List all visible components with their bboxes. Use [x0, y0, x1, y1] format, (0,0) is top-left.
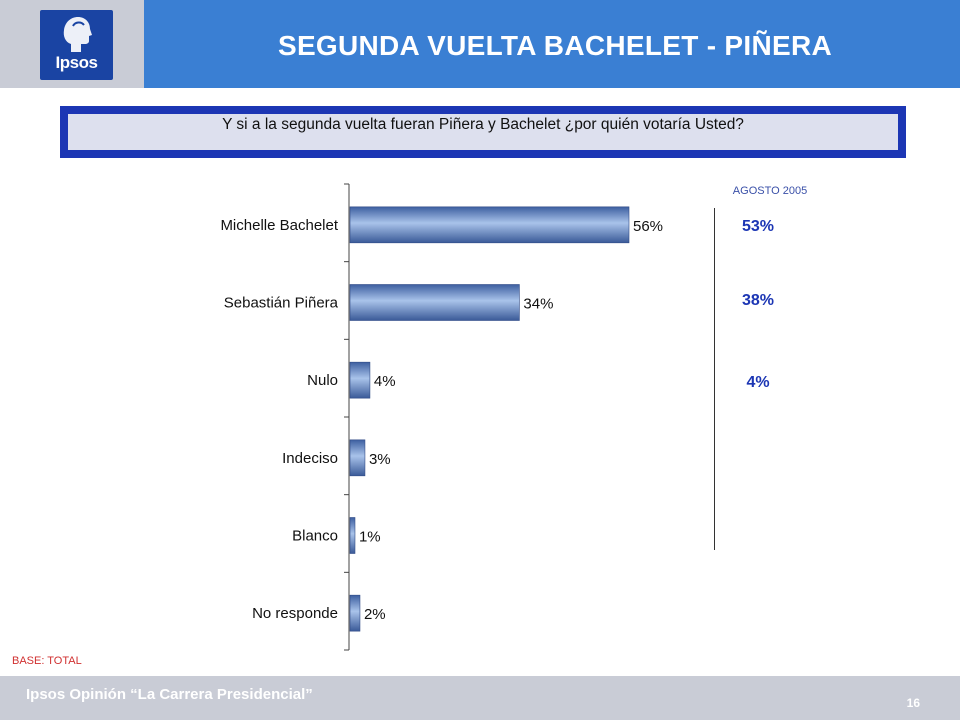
comparison-divider — [714, 208, 715, 550]
category-label: Sebastián Piñera — [224, 295, 339, 312]
value-label: 3% — [369, 451, 391, 468]
page-number: 16 — [906, 696, 920, 710]
question-box: Y si a la segunda vuelta fueran Piñera y… — [60, 106, 906, 158]
slide-title: SEGUNDA VUELTA BACHELET - PIÑERA — [277, 30, 833, 61]
value-label: 4% — [374, 373, 396, 390]
value-label: 56% — [633, 218, 663, 235]
question-box-inner: Y si a la segunda vuelta fueran Piñera y… — [68, 114, 898, 150]
comparison-period: AGOSTO 2005 — [732, 185, 808, 197]
category-label: Blanco — [292, 528, 338, 545]
header-band — [0, 0, 960, 88]
category-label: No responde — [252, 605, 338, 622]
comparison-value-pinera: 38% — [741, 292, 775, 309]
bar — [349, 206, 630, 244]
head-silhouette-icon — [63, 17, 92, 52]
base-note: BASE: TOTAL — [12, 655, 82, 667]
bar — [349, 284, 520, 321]
bar — [349, 361, 371, 399]
footer-text: Ipsos Opinión “La Carrera Presidencial” — [26, 686, 313, 703]
comparison-value-bachelet: 53% — [741, 218, 775, 235]
category-label: Nulo — [307, 372, 338, 389]
value-label: 2% — [364, 606, 386, 623]
bar — [349, 517, 356, 554]
value-label: 1% — [359, 529, 381, 546]
category-label: Michelle Bachelet — [220, 217, 338, 234]
bar — [349, 439, 366, 477]
question-text: Y si a la segunda vuelta fueran Piñera y… — [222, 116, 744, 133]
value-label: 34% — [523, 296, 553, 313]
ipsos-logo: Ipsos — [40, 10, 113, 80]
logo-panel: Ipsos — [0, 0, 144, 88]
comparison-value-nulo: 4% — [746, 374, 770, 391]
bar — [349, 594, 361, 632]
footer-band: Ipsos Opinión “La Carrera Presidencial” … — [0, 676, 960, 720]
bar-chart: Michelle Bachelet 56% Sebastián Piñera 34% N… — [220, 183, 663, 651]
category-label: Indeciso — [282, 450, 338, 467]
logo-text: Ipsos — [55, 53, 98, 72]
